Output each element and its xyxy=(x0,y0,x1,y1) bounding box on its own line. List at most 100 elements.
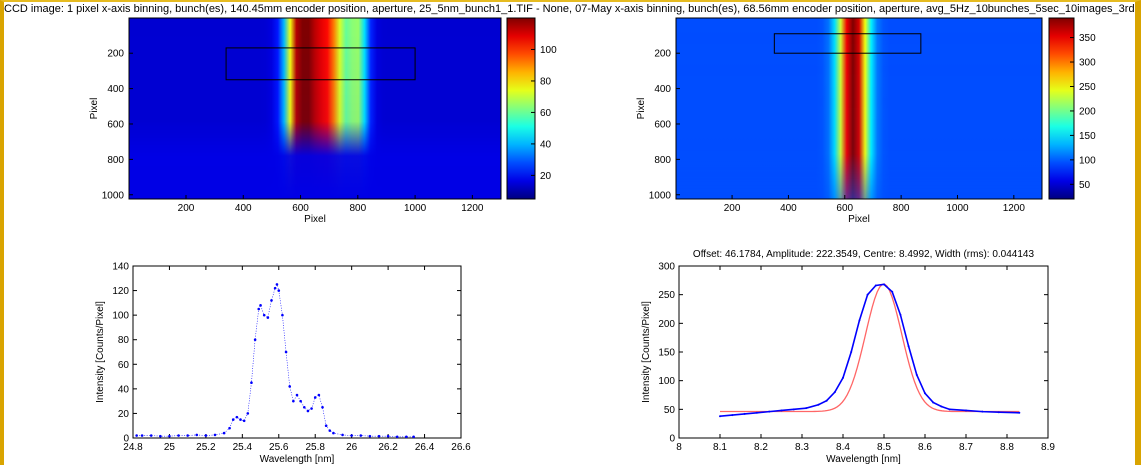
x-tick-label: 8.4 xyxy=(836,442,850,453)
y-axis-label: Pixel xyxy=(636,98,647,120)
y-tick-label: 0 xyxy=(669,434,675,445)
spectrum-right-plot: 8 8.1 8.2 8.3 8.4 8.5 8.6 8.7 8.8 8.9 0 50 100 150 200… xyxy=(641,249,1055,465)
ccd-image-right: 200 400 600 800 1000 1200 200 400 600 800 1000 Pixe… xyxy=(636,17,1096,225)
colorbar-tick-label: 100 xyxy=(1079,155,1096,166)
data-point xyxy=(281,313,284,317)
x-tick-label: 26.2 xyxy=(378,442,398,453)
x-tick-label: 1200 xyxy=(1003,203,1026,214)
x-tick-label: 8.5 xyxy=(877,442,891,453)
colorbar-tick-label: 50 xyxy=(1079,180,1091,191)
colorbar-tick-label: 20 xyxy=(540,171,552,182)
data-point xyxy=(324,424,328,428)
data-point xyxy=(924,392,926,395)
data-point xyxy=(731,414,734,417)
y-tick-label: 80 xyxy=(118,335,130,346)
data-point xyxy=(395,435,399,439)
y-axis-label: Intensity [Counts/Pixel] xyxy=(95,301,106,403)
data-point xyxy=(270,299,273,302)
y-tick-label: 200 xyxy=(654,49,671,60)
x-tick-label: 25.4 xyxy=(233,442,253,453)
data-point xyxy=(288,385,292,388)
data-point xyxy=(792,408,795,411)
data-point xyxy=(907,345,910,348)
data-point xyxy=(239,418,242,421)
colorbar-tick-label: 250 xyxy=(1079,82,1096,93)
colorbar-tick-label: 200 xyxy=(1079,106,1096,117)
y-tick-label: 250 xyxy=(658,290,675,301)
x-tick-label: 25.2 xyxy=(196,442,216,453)
x-tick-label: 8.7 xyxy=(959,442,973,453)
data-point xyxy=(228,426,231,430)
data-point xyxy=(386,434,390,438)
data-point xyxy=(883,283,885,286)
roi-box xyxy=(225,47,416,81)
x-axis-label: Pixel xyxy=(848,214,870,225)
data-point xyxy=(159,434,162,438)
x-tick-label: 200 xyxy=(724,203,741,214)
colorbar-tick-label: 100 xyxy=(540,45,557,56)
data-point xyxy=(242,419,246,423)
x-tick-label: 8.6 xyxy=(918,442,932,453)
data-point xyxy=(842,376,844,379)
data-point xyxy=(266,316,270,319)
y-tick-label: 100 xyxy=(112,311,129,322)
colorbar-tick-label: 80 xyxy=(540,76,552,87)
y-tick-label: 200 xyxy=(658,319,675,330)
plot-axes-frame xyxy=(132,265,462,439)
data-point xyxy=(317,393,321,397)
x-axis-label: Wavelength [nm] xyxy=(260,454,335,465)
data-point xyxy=(284,350,288,354)
data-point xyxy=(755,411,758,414)
y-tick-label: 600 xyxy=(654,119,671,130)
data-point xyxy=(341,433,344,437)
x-tick-label: 1200 xyxy=(461,203,484,214)
y-tick-label: 1000 xyxy=(102,190,125,201)
y-tick-label: 800 xyxy=(654,155,671,166)
y-tick-label: 200 xyxy=(107,49,124,60)
x-tick-label: 1000 xyxy=(404,203,427,214)
data-point xyxy=(948,408,951,411)
colorbar xyxy=(1048,17,1075,200)
data-point xyxy=(313,396,317,399)
x-tick-label: 400 xyxy=(235,203,252,214)
data-point xyxy=(850,351,853,353)
data-point xyxy=(915,373,918,376)
figure-header-text: CCD image: 1 pixel x-axis binning, bunch… xyxy=(4,3,1135,15)
data-point xyxy=(768,410,771,413)
data-point xyxy=(965,409,967,412)
heatmap-axes-frame xyxy=(128,17,502,200)
data-point xyxy=(743,412,746,415)
data-point xyxy=(213,433,217,437)
data-point xyxy=(299,399,302,403)
data-point xyxy=(195,433,199,437)
colorbar-tick-label: 150 xyxy=(1079,131,1096,142)
x-tick-label: 600 xyxy=(292,203,309,214)
x-tick-label: 8.2 xyxy=(754,442,768,453)
data-point xyxy=(186,434,189,437)
data-point xyxy=(359,434,363,437)
data-point xyxy=(273,286,277,290)
x-tick-label: 1000 xyxy=(946,203,969,214)
ccd-image-left: 200 400 600 800 1000 1200 200 400 600 800 1000 Pixe… xyxy=(89,17,557,225)
y-tick-label: 120 xyxy=(112,286,129,297)
data-point xyxy=(328,429,332,432)
y-axis-label: Pixel xyxy=(89,98,100,120)
x-tick-label: 8 xyxy=(676,442,682,453)
y-axis-label: Intensity [Counts/Pixel] xyxy=(641,301,652,403)
x-tick-label: 25.8 xyxy=(305,442,325,453)
data-point xyxy=(310,407,313,410)
x-tick-label: 26.6 xyxy=(451,442,471,453)
data-point xyxy=(932,401,935,404)
y-tick-label: 0 xyxy=(123,434,129,445)
data-point xyxy=(368,434,372,438)
x-tick-label: 8.1 xyxy=(713,442,727,453)
data-point xyxy=(833,391,836,394)
data-point xyxy=(780,409,783,412)
data-point xyxy=(817,403,820,406)
y-tick-label: 400 xyxy=(107,84,124,95)
y-tick-label: 300 xyxy=(658,262,675,273)
data-point xyxy=(412,435,415,439)
x-tick-label: 400 xyxy=(780,203,797,214)
data-point xyxy=(377,434,381,438)
data-point xyxy=(292,399,295,403)
